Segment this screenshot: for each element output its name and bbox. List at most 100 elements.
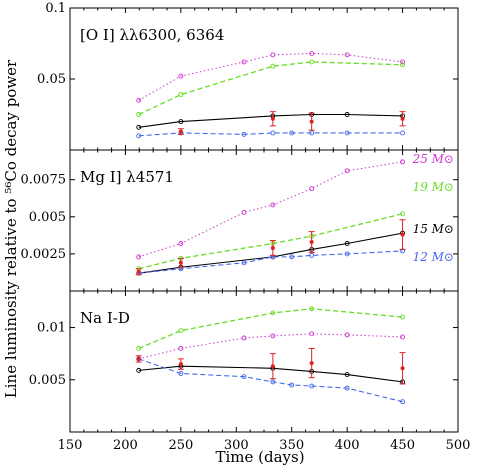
series-point <box>400 314 406 320</box>
series-line <box>138 61 403 116</box>
series-point <box>178 119 184 125</box>
observed-point <box>178 362 183 367</box>
series-point <box>289 382 295 388</box>
series-point <box>309 130 315 136</box>
observed-point <box>309 119 314 124</box>
series-line <box>138 113 403 128</box>
series-point <box>309 186 315 192</box>
panel-2: 0.0025 0.005 0.0075 Mg I] λ4571 <box>21 149 459 292</box>
series-point <box>136 133 142 139</box>
series-point <box>241 59 247 65</box>
series-point <box>178 73 184 79</box>
series-point <box>309 306 315 312</box>
series-point <box>400 62 406 68</box>
observed-point <box>270 364 275 369</box>
y-tick-label: 0.1 <box>45 1 66 16</box>
series-point <box>136 254 142 260</box>
series-point <box>270 202 276 208</box>
series-point <box>241 374 247 380</box>
x-tick-label: 250 <box>168 438 193 453</box>
series-line <box>138 365 403 383</box>
series-point <box>136 124 142 130</box>
series-point <box>178 241 184 246</box>
series-point <box>344 52 350 58</box>
observed-point <box>309 361 314 366</box>
y-tick-label: 0.0075 <box>21 173 67 188</box>
series-line <box>138 132 403 137</box>
series-point <box>270 333 276 339</box>
series-point <box>344 168 350 174</box>
series-point <box>270 130 276 136</box>
y-tick-label: 0.0025 <box>21 247 67 262</box>
x-tick-label: 300 <box>224 438 249 453</box>
observed-point <box>400 116 405 121</box>
series-point <box>270 310 276 316</box>
series-point <box>400 334 406 340</box>
observed-point <box>270 116 275 121</box>
series-point <box>241 209 247 215</box>
panel-title: Mg I] λ4571 <box>80 168 174 186</box>
mass-label: 25 M⊙ <box>412 152 454 166</box>
observed-point <box>136 269 141 274</box>
series-point <box>400 130 406 136</box>
series-point <box>270 63 276 69</box>
series-point <box>400 159 406 165</box>
series-point <box>400 59 406 65</box>
x-tick-label: 150 <box>58 438 83 453</box>
series-line <box>138 308 403 350</box>
observed-point <box>270 245 275 250</box>
y-tick-label: 0.005 <box>29 373 66 388</box>
x-tick-label: 450 <box>390 438 415 453</box>
series-point <box>400 399 406 405</box>
series-point <box>309 331 315 337</box>
series-point <box>241 335 247 341</box>
observed-point <box>309 240 314 245</box>
x-tick-label: 400 <box>335 438 360 453</box>
x-tick-label: 200 <box>113 438 138 453</box>
panel-title: Na I-D <box>80 309 130 327</box>
series-point <box>309 59 315 65</box>
series-point <box>241 131 247 137</box>
series-point <box>309 252 315 258</box>
observed-point <box>178 129 183 134</box>
series-point <box>344 241 350 246</box>
y-tick-label: 0.005 <box>29 210 66 225</box>
series-point <box>309 50 315 56</box>
series-point <box>309 383 315 389</box>
series-point <box>136 345 142 351</box>
series-point <box>270 379 276 385</box>
panel-1: 0.05 0.1 [O I] λλ6300, 6364 <box>37 1 459 151</box>
observed-point <box>400 366 405 371</box>
y-tick-label: 0.01 <box>37 321 66 336</box>
mass-label: 19 M⊙ <box>413 180 454 194</box>
series-line <box>138 358 403 403</box>
series-point <box>136 97 142 103</box>
series-line <box>138 161 403 258</box>
x-axis-title: Time (days) <box>215 448 304 466</box>
series-point <box>344 372 350 378</box>
series-point <box>344 385 350 391</box>
series-point <box>289 130 295 136</box>
series-point <box>178 92 184 98</box>
series-point <box>178 328 184 334</box>
x-tick-label: 500 <box>446 438 471 453</box>
series-point <box>241 260 247 266</box>
series-line <box>138 52 403 101</box>
series-point <box>344 130 350 136</box>
panel-title: [O I] λλ6300, 6364 <box>80 26 224 44</box>
observed-point <box>178 260 183 265</box>
mass-label: 15 M⊙ <box>413 222 454 236</box>
series-point <box>178 345 184 351</box>
series-point <box>136 367 142 373</box>
series-point <box>289 254 295 260</box>
series-line <box>138 213 403 270</box>
y-tick-label: 0.05 <box>37 72 66 87</box>
series-point <box>136 112 142 117</box>
observed-point <box>136 356 141 361</box>
series-point <box>344 112 350 117</box>
observed-point <box>400 232 405 237</box>
series-line <box>138 250 403 274</box>
y-axis-title: Line luminosity relative to ⁵⁶Co decay p… <box>2 59 20 398</box>
mass-label: 12 M⊙ <box>413 250 454 264</box>
